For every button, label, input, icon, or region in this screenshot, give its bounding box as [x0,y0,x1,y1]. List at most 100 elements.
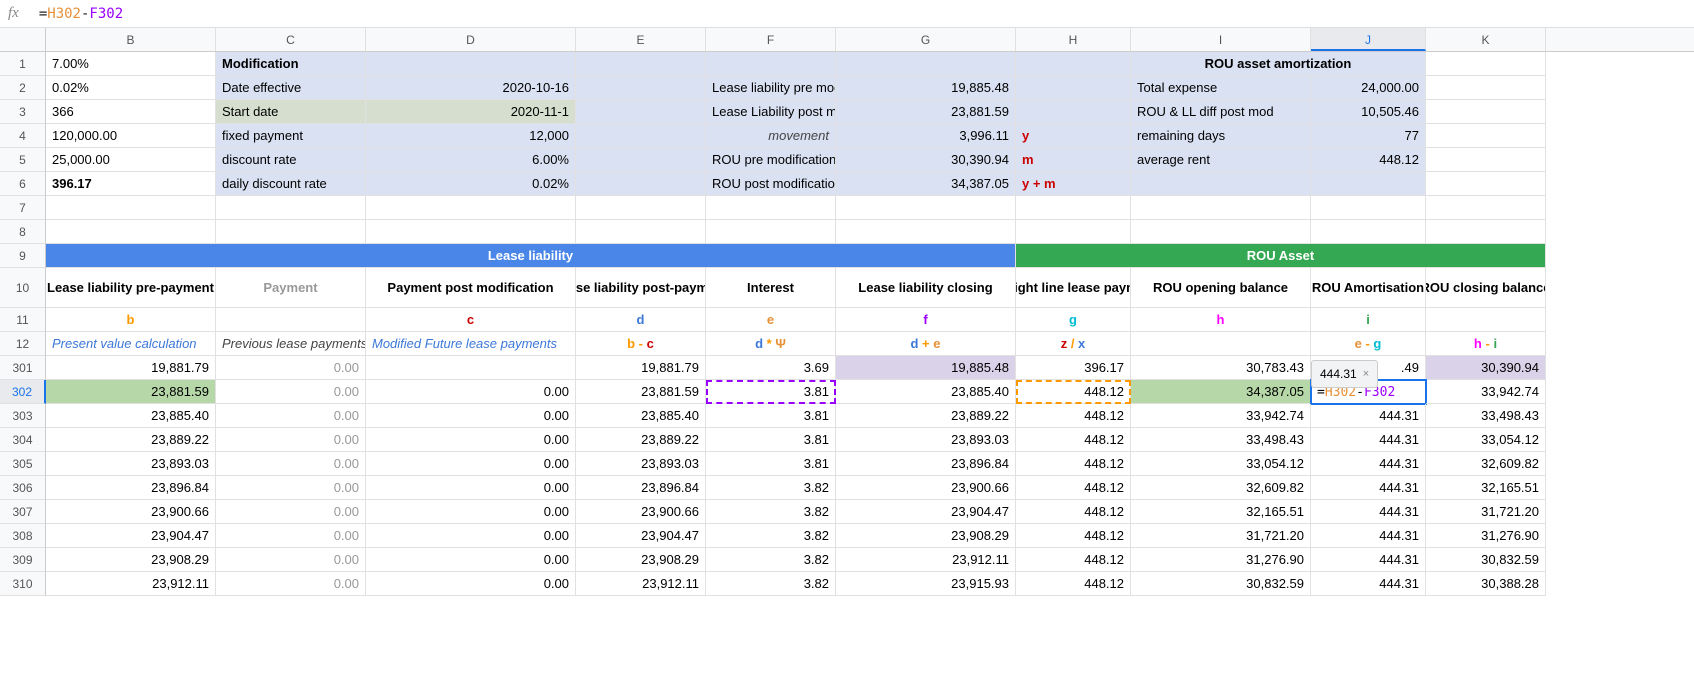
cell-B6[interactable]: 396.17 [46,172,216,196]
row-header-308[interactable]: 308 [0,524,46,548]
cell-E7[interactable] [576,196,706,220]
cell-B308[interactable]: 23,904.47 [46,524,216,548]
cell-G305[interactable]: 23,896.84 [836,452,1016,476]
cell-G8[interactable] [836,220,1016,244]
cell-K1[interactable] [1426,52,1546,76]
var-G[interactable]: f [836,308,1016,332]
cell-K5[interactable] [1426,148,1546,172]
cell-K6[interactable] [1426,172,1546,196]
cell-G5[interactable]: 30,390.94 [836,148,1016,172]
formula-bar[interactable]: fx =H302-F302 [0,0,1694,28]
cell-K303[interactable]: 33,498.43 [1426,404,1546,428]
cell-B8[interactable] [46,220,216,244]
cell-C306[interactable]: 0.00 [216,476,366,500]
cell-H6[interactable]: y + m [1016,172,1131,196]
cell-F2[interactable]: Lease liability pre modification [706,76,836,100]
cell-J7[interactable] [1311,196,1426,220]
cell-J306[interactable]: 444.31 [1311,476,1426,500]
var-E[interactable]: d [576,308,706,332]
cell-E2[interactable] [576,76,706,100]
cell-C302[interactable]: 0.00 [216,380,366,404]
cell-B302[interactable]: 23,881.59 [46,380,216,404]
cell-F310[interactable]: 3.82 [706,572,836,596]
cell-F8[interactable] [706,220,836,244]
formula-text[interactable]: =H302-F302 [39,6,123,22]
cell-C7[interactable] [216,196,366,220]
row-header-304[interactable]: 304 [0,428,46,452]
cell-C303[interactable]: 0.00 [216,404,366,428]
cell-D303[interactable]: 0.00 [366,404,576,428]
formula-G[interactable]: d + e [836,332,1016,356]
cell-D301[interactable] [366,356,576,380]
cell-I306[interactable]: 32,609.82 [1131,476,1311,500]
cell-D307[interactable]: 0.00 [366,500,576,524]
cell-B4[interactable]: 120,000.00 [46,124,216,148]
cell-G4[interactable]: 3,996.11 [836,124,1016,148]
cell-K307[interactable]: 31,721.20 [1426,500,1546,524]
cell-C3[interactable]: Start date [216,100,366,124]
row-header-309[interactable]: 309 [0,548,46,572]
formula-B[interactable]: Present value calculation [46,332,216,356]
cell-E306[interactable]: 23,896.84 [576,476,706,500]
cell-F301[interactable]: 3.69 [706,356,836,380]
row-header-8[interactable]: 8 [0,220,46,244]
cell-D1[interactable] [366,52,576,76]
cell-D306[interactable]: 0.00 [366,476,576,500]
cell-I302[interactable]: 34,387.05 [1131,380,1311,404]
cell-H308[interactable]: 448.12 [1016,524,1131,548]
row-header-7[interactable]: 7 [0,196,46,220]
cell-B304[interactable]: 23,889.22 [46,428,216,452]
cell-I310[interactable]: 30,832.59 [1131,572,1311,596]
cell-I4[interactable]: remaining days [1131,124,1311,148]
formula-E[interactable]: b - c [576,332,706,356]
cell-E309[interactable]: 23,908.29 [576,548,706,572]
cell-G6[interactable]: 34,387.05 [836,172,1016,196]
row-header-302[interactable]: 302 [0,380,46,404]
col-header-E[interactable]: E [576,28,706,51]
cell-E302[interactable]: 23,881.59 [576,380,706,404]
cell-J304[interactable]: 444.31 [1311,428,1426,452]
cell-G308[interactable]: 23,908.29 [836,524,1016,548]
cell-F309[interactable]: 3.82 [706,548,836,572]
cell-F302[interactable]: 3.81 [706,380,836,404]
cell-D2[interactable]: 2020-10-16 [366,76,576,100]
select-all-corner[interactable] [0,28,46,51]
cell-K309[interactable]: 30,832.59 [1426,548,1546,572]
cell-I2[interactable]: Total expense [1131,76,1311,100]
row-header-305[interactable]: 305 [0,452,46,476]
cell-F4[interactable]: movement [706,124,836,148]
cell-G309[interactable]: 23,912.11 [836,548,1016,572]
cell-C307[interactable]: 0.00 [216,500,366,524]
cell-E8[interactable] [576,220,706,244]
formula-K[interactable]: h - i [1426,332,1546,356]
cell-C310[interactable]: 0.00 [216,572,366,596]
cell-D302[interactable]: 0.00 [366,380,576,404]
cell-H303[interactable]: 448.12 [1016,404,1131,428]
cell-I3[interactable]: ROU & LL diff post mod [1131,100,1311,124]
var-B[interactable]: b [46,308,216,332]
cell-D308[interactable]: 0.00 [366,524,576,548]
spreadsheet-grid[interactable]: BCDEFGHIJK 17.00%ModificationROU asset a… [0,28,1694,596]
cell-B306[interactable]: 23,896.84 [46,476,216,500]
row-header-9[interactable]: 9 [0,244,46,268]
cell-C5[interactable]: discount rate [216,148,366,172]
cell-H305[interactable]: 448.12 [1016,452,1131,476]
cell-B307[interactable]: 23,900.66 [46,500,216,524]
cell-D6[interactable]: 0.02% [366,172,576,196]
row-header-6[interactable]: 6 [0,172,46,196]
cell-I6[interactable] [1131,172,1311,196]
cell-D5[interactable]: 6.00% [366,148,576,172]
row-header-3[interactable]: 3 [0,100,46,124]
cell-I309[interactable]: 31,276.90 [1131,548,1311,572]
formula-D[interactable]: Modified Future lease payments [366,332,576,356]
cell-E304[interactable]: 23,889.22 [576,428,706,452]
row-header-303[interactable]: 303 [0,404,46,428]
cell-D3[interactable]: 2020-11-1 [366,100,576,124]
cell-H310[interactable]: 448.12 [1016,572,1131,596]
row-header-306[interactable]: 306 [0,476,46,500]
col-header-C[interactable]: C [216,28,366,51]
cell-H302[interactable]: 448.12 [1016,380,1131,404]
cell-G3[interactable]: 23,881.59 [836,100,1016,124]
col-header-I[interactable]: I [1131,28,1311,51]
cell-E310[interactable]: 23,912.11 [576,572,706,596]
